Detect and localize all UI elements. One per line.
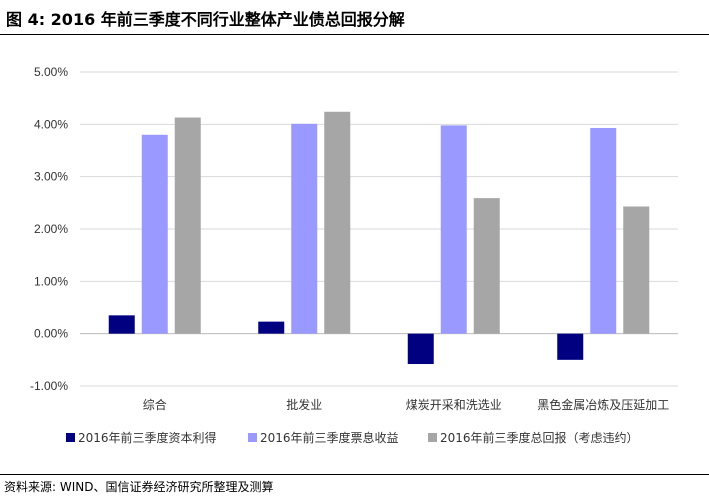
bar — [440, 125, 467, 334]
bar — [258, 321, 285, 334]
bar — [141, 134, 168, 334]
bar — [291, 123, 318, 334]
legend-swatch — [428, 433, 437, 442]
title-divider — [0, 34, 709, 35]
y-tick-label: 3.00% — [34, 170, 68, 184]
x-tick-label: 黑色金属冶炼及压延加工 — [537, 397, 669, 412]
x-tick-label: 煤炭开采和洗选业 — [406, 398, 502, 412]
source-note: 资料来源: WIND、国信证券经济研究所整理及测算 — [4, 480, 274, 494]
bar — [108, 315, 135, 334]
y-tick-label: 0.00% — [34, 327, 68, 341]
bar — [407, 333, 434, 365]
y-tick-label: 2.00% — [34, 222, 68, 236]
footer-divider — [0, 474, 709, 475]
y-tick-label: -1.00% — [30, 379, 68, 393]
bar — [324, 111, 351, 334]
bar — [590, 127, 617, 334]
x-tick-label: 综合 — [143, 397, 167, 412]
bar — [473, 198, 500, 334]
x-tick-label: 批发业 — [286, 397, 322, 412]
legend-swatch — [248, 433, 257, 442]
y-tick-label: 1.00% — [34, 274, 68, 288]
figure-title: 图 4: 2016 年前三季度不同行业整体产业债总回报分解 — [6, 10, 405, 29]
y-tick-label: 5.00% — [34, 65, 68, 79]
legend-swatch — [66, 433, 75, 442]
legend-label: 2016年前三季度资本利得 — [78, 430, 217, 445]
legend-label: 2016年前三季度总回报（考虑违约） — [440, 430, 639, 445]
bar — [623, 206, 650, 334]
y-tick-label: 4.00% — [34, 117, 68, 131]
legend-label: 2016年前三季度票息收益 — [260, 430, 399, 445]
bar — [557, 333, 584, 360]
bar — [174, 117, 201, 334]
bar-chart: -1.00% 0.00% 1.00% 2.00% 3.00% 4.00% 5.00% 综合 批发… — [30, 65, 678, 445]
